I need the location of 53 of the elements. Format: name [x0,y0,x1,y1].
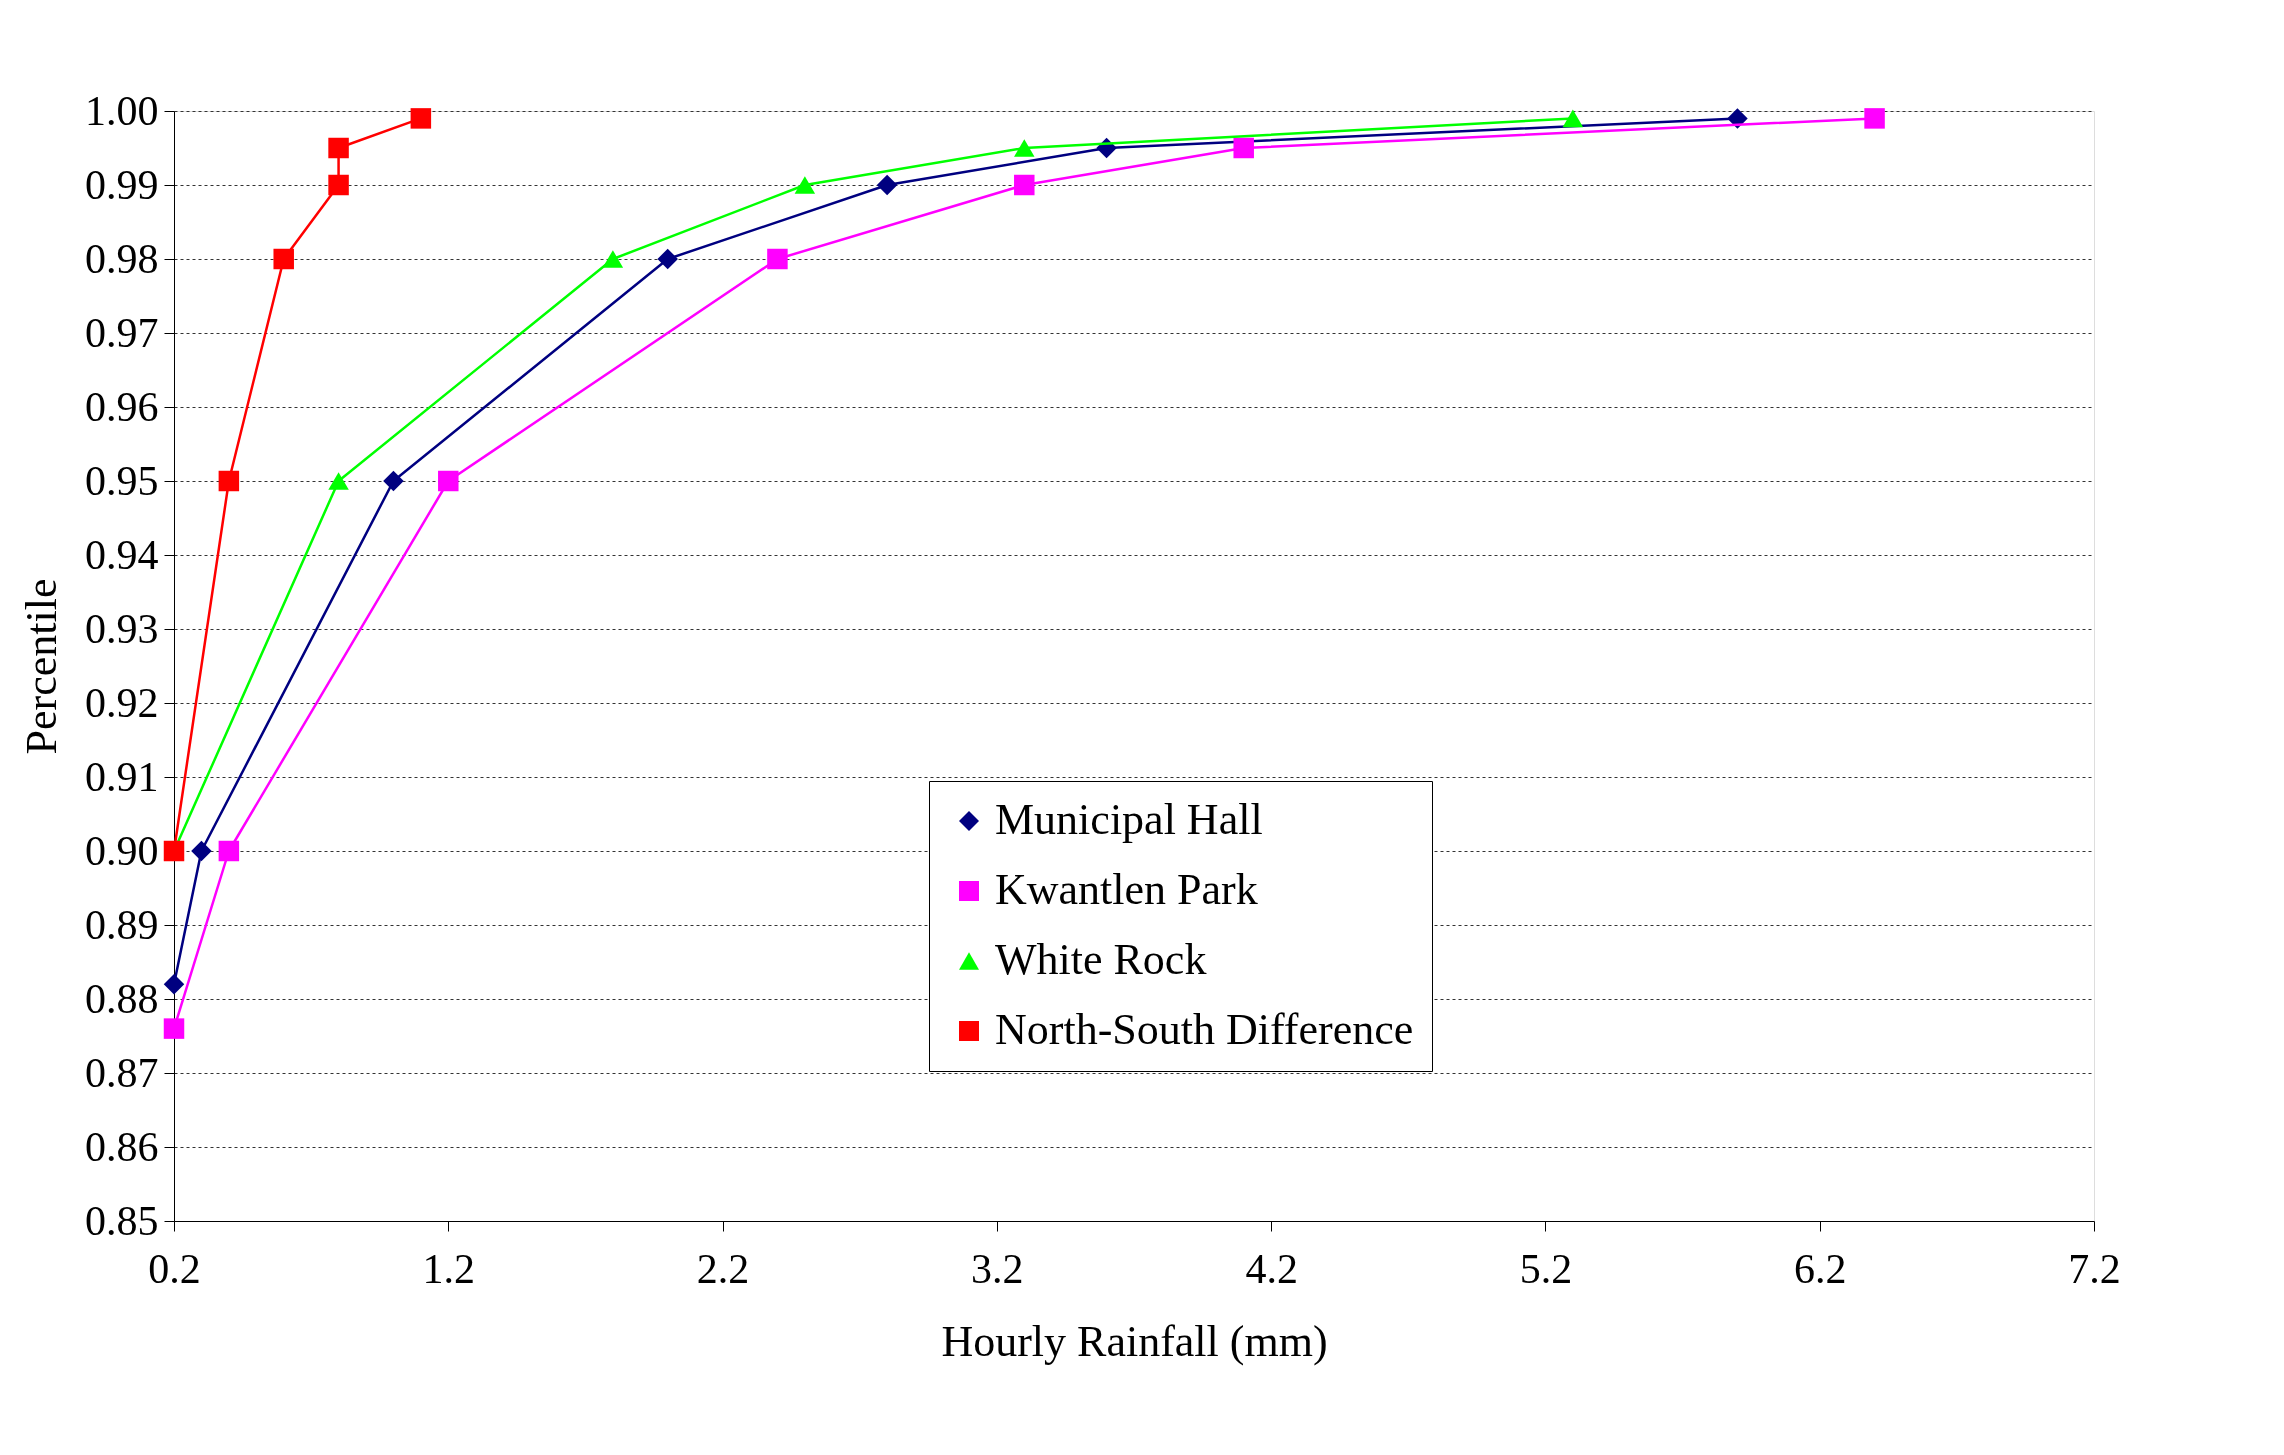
y-tick-label: 0.95 [85,457,159,504]
point [1014,139,1035,157]
y-tick-label: 0.91 [85,753,159,800]
point [191,840,212,862]
legend-label: Municipal Hall [995,795,1263,844]
y-tick-label: 0.99 [85,161,159,208]
point [218,840,240,862]
x-tick-label: 1.2 [422,1245,476,1292]
y-tick-label: 0.89 [85,901,159,948]
point [410,108,432,129]
point [328,472,349,490]
x-tick-label: 4.2 [1245,1245,1298,1292]
point [1233,137,1254,159]
legend-label: North-South Difference [995,1005,1414,1054]
y-tick-label: 0.90 [85,827,159,874]
point [218,470,240,492]
point [273,248,294,270]
x-tick-label: 2.2 [696,1245,750,1292]
point [438,470,459,492]
y-tick-label: 0.88 [85,975,159,1022]
y-tick-label: 0.93 [85,605,159,652]
point [794,176,816,194]
x-tick-label: 6.2 [1793,1245,1847,1292]
x-axis-title: Hourly Rainfall (mm) [941,1316,1328,1366]
y-tick-label: 0.92 [85,679,159,726]
y-tick-label: 0.86 [85,1123,159,1170]
point [657,248,678,270]
point [163,1018,185,1039]
point [767,248,788,270]
x-tick-label: 7.2 [2068,1245,2121,1292]
point [876,174,898,196]
point [1864,108,1885,129]
point [602,250,624,268]
point [163,973,185,995]
point [328,137,349,159]
x-tick-label: 3.2 [971,1245,1024,1292]
y-tick-label: 0.85 [85,1197,159,1244]
point [328,174,349,196]
x-tick-label: 0.2 [148,1245,201,1292]
point [383,470,404,492]
point [1727,108,1748,129]
y-tick-label: 0.87 [85,1049,159,1096]
x-tick-label: 5.2 [1519,1245,1573,1292]
y-tick-label: 0.97 [85,309,159,356]
y-tick-label: 0.94 [85,531,159,578]
point [1014,174,1035,196]
y-tick-label: 0.96 [85,383,159,430]
legend-label: White Rock [995,935,1207,984]
legend-label: Kwantlen Park [995,865,1258,914]
y-tick-label: 0.98 [85,235,159,282]
y-axis-title: Percentile [17,578,66,755]
point [1562,109,1584,128]
y-tick-label: 1.00 [85,87,159,134]
